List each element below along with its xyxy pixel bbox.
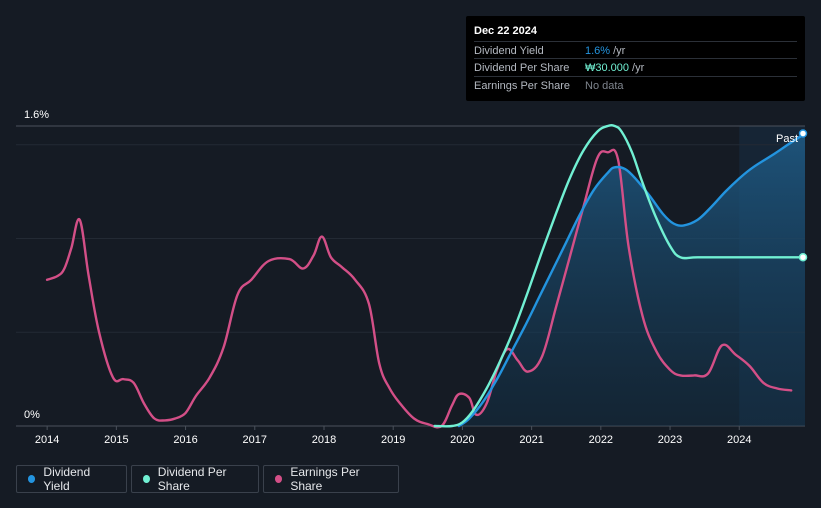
tooltip-date: Dec 22 2024	[474, 25, 537, 37]
past-label: Past	[776, 133, 798, 145]
x-tick-label: 2014	[35, 434, 59, 446]
legend-dot-icon	[28, 475, 36, 483]
legend-dividend-per-share[interactable]: Dividend Per Share	[131, 465, 259, 493]
x-tick-label: 2024	[727, 434, 751, 446]
legend-label: Dividend Yield	[43, 465, 91, 493]
dividend-yield-end-marker	[798, 129, 808, 138]
tooltip-unit: /yr	[632, 62, 645, 74]
tooltip-row-earnings-per-share: Earnings Per Share No data	[474, 76, 797, 94]
tooltip-value: 1.6%	[585, 45, 611, 57]
x-tick-label: 2023	[658, 434, 682, 446]
dividend-per-share-line	[433, 124, 807, 428]
dividend-yield-line	[457, 132, 807, 428]
x-tick-label: 2020	[450, 434, 474, 446]
tooltip-row-dividend-yield: Dividend Yield 1.6%/yr	[474, 41, 797, 59]
x-tick-label: 2019	[381, 434, 405, 446]
x-tick-label: 2022	[589, 434, 613, 446]
dividend-yield-area	[458, 133, 805, 426]
legend-dot-icon	[275, 475, 283, 483]
tooltip-panel: Dec 22 2024 Dividend Yield 1.6%/yr Divid…	[466, 16, 805, 101]
tooltip-label: Dividend Per Share	[474, 62, 570, 74]
x-tick-label: 2016	[173, 434, 197, 446]
legend-label: Earnings Per Share	[290, 465, 360, 493]
tooltip-value: ₩30.000	[585, 62, 630, 74]
tooltip-row-dividend-per-share: Dividend Per Share ₩30.000/yr	[474, 58, 797, 76]
dividend-per-share-end-marker	[798, 253, 808, 262]
y-tick-label: 1.6%	[24, 109, 49, 121]
x-tick-label: 2015	[104, 434, 128, 446]
x-tick-label: 2017	[243, 434, 267, 446]
legend-label: Dividend Per Share	[157, 465, 227, 493]
tooltip-value: No data	[585, 80, 624, 92]
y-tick-label: 0%	[24, 409, 40, 421]
tooltip-label: Dividend Yield	[474, 45, 544, 57]
x-tick-label: 2018	[312, 434, 336, 446]
legend-dividend-yield[interactable]: Dividend Yield	[16, 465, 127, 493]
x-tick-label: 2021	[519, 434, 543, 446]
legend-earnings-per-share[interactable]: Earnings Per Share	[263, 465, 399, 493]
earnings-per-share-line	[45, 148, 793, 429]
legend-dot-icon	[143, 475, 150, 483]
tooltip-label: Earnings Per Share	[474, 80, 570, 92]
tooltip-unit: /yr	[613, 45, 626, 57]
chart-legend: Dividend Yield Dividend Per Share Earnin…	[16, 465, 399, 493]
